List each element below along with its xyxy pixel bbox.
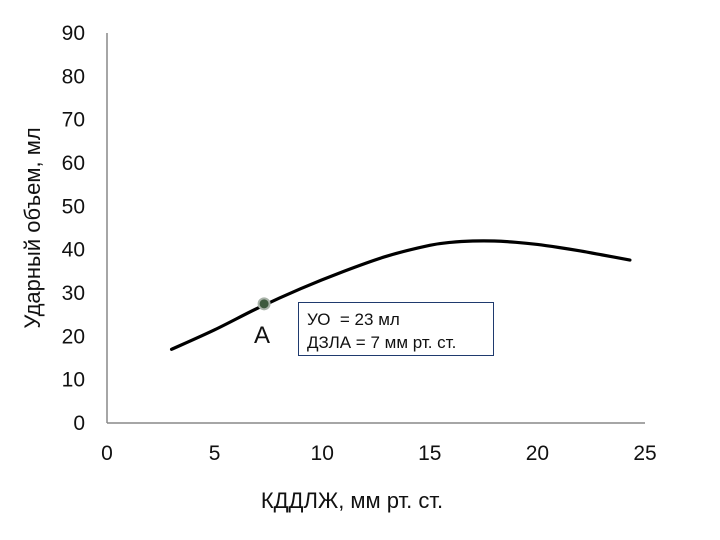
y-tick-labels: 0 10 20 30 40 50 60 70 80 90 — [62, 22, 85, 435]
x-tick-label: 10 — [311, 442, 334, 465]
y-tick-label: 60 — [62, 152, 85, 175]
x-tick-label: 15 — [418, 442, 441, 465]
y-tick-label: 90 — [62, 22, 85, 45]
y-axis-title: Ударный объем, мл — [20, 127, 45, 328]
point-a-label: A — [254, 322, 271, 349]
y-tick-label: 80 — [62, 65, 85, 88]
data-point-a — [257, 297, 271, 311]
axes — [106, 33, 645, 424]
x-tick-label: 5 — [209, 442, 221, 465]
x-tick-label: 25 — [633, 442, 656, 465]
y-tick-label: 70 — [62, 109, 85, 132]
y-tick-label: 50 — [62, 195, 85, 218]
y-tick-label: 20 — [62, 325, 85, 348]
x-tick-label: 0 — [101, 442, 113, 465]
y-tick-label: 30 — [62, 282, 85, 305]
x-axis-title: КДДЛЖ, мм рт. ст. — [261, 488, 443, 513]
y-tick-label: 10 — [62, 369, 85, 392]
annotation-line-1: УО = 23 мл — [307, 310, 400, 329]
annotation-line-2: ДЗЛА = 7 мм рт. ст. — [307, 333, 457, 352]
y-tick-label: 40 — [62, 239, 85, 262]
series-line — [169, 239, 632, 351]
x-tick-label: 20 — [526, 442, 549, 465]
annotation-box: УО = 23 мл ДЗЛА = 7 мм рт. ст. — [298, 302, 494, 356]
x-tick-labels: 0 5 10 15 20 25 — [101, 442, 657, 465]
y-tick-label: 0 — [73, 412, 85, 435]
